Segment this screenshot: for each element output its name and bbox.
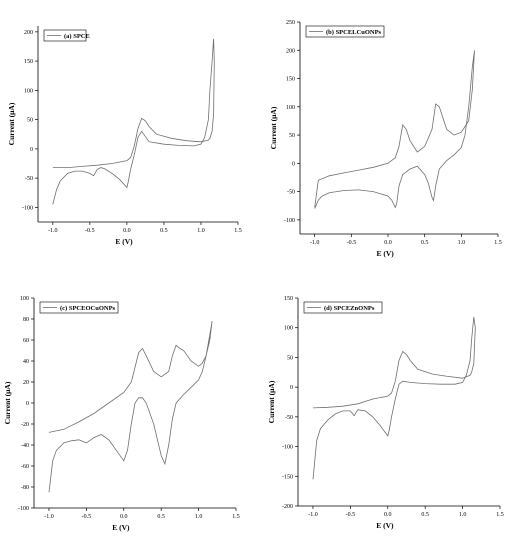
x-tick-label: 1.0: [195, 514, 203, 520]
y-tick-label: 0: [30, 147, 33, 153]
x-axis-label: E (V): [115, 237, 133, 246]
legend-label: (a) SPCE: [64, 33, 90, 40]
x-tick-label: 1.5: [232, 514, 240, 520]
x-tick-label: 0.5: [421, 512, 429, 518]
x-tick-label: -0.5: [347, 240, 357, 246]
x-tick-label: 0.0: [384, 512, 392, 518]
y-tick-label: -50: [285, 415, 293, 421]
y-tick-label: -100: [284, 218, 295, 224]
x-tick-label: 0.0: [120, 514, 128, 520]
y-tick-label: 20: [23, 380, 29, 386]
x-tick-label: -0.5: [82, 514, 92, 520]
y-axis-label: Current (μA): [267, 380, 276, 423]
chart-panel-1: -1.0 -0.5 0.0 0.5 1.0 1.5 -100 -50 0 50 100 150 200 E…: [7, 26, 242, 246]
y-tick-label: 200: [286, 48, 295, 54]
y-tick-label: -20: [21, 422, 29, 428]
legend: (c) SPCEOCuONPs: [39, 301, 119, 314]
y-tick-label: -40: [21, 443, 29, 449]
x-tick-label: 0.5: [421, 240, 429, 246]
x-tick-label: 1.0: [459, 512, 467, 518]
y-tick-label: 50: [27, 118, 33, 124]
x-tick-label: -1.0: [48, 228, 58, 234]
legend-label: (d) SPCEZnONPs: [324, 305, 375, 312]
legend-box: [43, 29, 87, 42]
y-tick-label: 100: [20, 296, 29, 302]
y-tick-label: -50: [25, 176, 33, 182]
y-tick-label: 40: [23, 359, 29, 365]
cv-curve: [312, 316, 476, 480]
x-tick-label: 1.5: [494, 240, 502, 246]
cv-curve: [314, 50, 475, 209]
x-axis-label: E (V): [376, 521, 394, 530]
y-tick-label: 0: [292, 161, 295, 167]
x-tick-label: -0.5: [85, 228, 95, 234]
x-axis-label: E (V): [112, 523, 130, 532]
y-axis-label: Current (μA): [269, 106, 278, 149]
cv-curve: [52, 38, 215, 205]
y-axis-label: Current (μA): [3, 381, 12, 424]
legend: (a) SPCE: [43, 29, 90, 42]
y-tick-label: -150: [282, 474, 293, 480]
chart-panel-2: -1.0 -0.5 0.0 0.5 1.0 1.5 -100 -50 0 50 100 150 200 2…: [269, 20, 502, 258]
y-tick-label: 80: [23, 317, 29, 323]
x-axis-label: E (V): [376, 249, 394, 258]
y-tick-label: 60: [23, 338, 29, 344]
y-tick-label: 100: [284, 326, 293, 332]
y-tick-label: -50: [287, 190, 295, 196]
legend-box: [39, 301, 119, 314]
x-tick-label: -0.5: [346, 512, 356, 518]
x-tick-label: 1.0: [458, 240, 466, 246]
y-tick-label: 150: [286, 77, 295, 83]
y-tick-label: 250: [286, 20, 295, 26]
legend-label: (c) SPCEOCuONPs: [60, 305, 116, 312]
x-tick-label: -1.0: [310, 240, 320, 246]
legend-box: [305, 25, 385, 38]
x-tick-label: 1.0: [197, 228, 205, 234]
legend-box: [303, 301, 383, 314]
x-tick-label: 1.5: [234, 228, 242, 234]
y-tick-label: 50: [289, 133, 295, 139]
legend: (d) SPCEZnONPs: [303, 301, 383, 314]
x-tick-label: 0.5: [160, 228, 168, 234]
x-tick-label: 0.5: [157, 514, 165, 520]
y-tick-label: -80: [21, 485, 29, 491]
legend: (b) SPCELCuONPs: [305, 25, 385, 38]
x-tick-label: -1.0: [308, 512, 318, 518]
y-tick-label: -100: [282, 445, 293, 451]
legend-label: (b) SPCELCuONPs: [326, 29, 382, 36]
y-tick-label: 200: [24, 30, 33, 36]
y-tick-label: 150: [284, 296, 293, 302]
x-tick-label: 0.0: [384, 240, 392, 246]
y-tick-label: 150: [24, 59, 33, 65]
y-tick-label: 50: [287, 355, 293, 361]
y-tick-label: -60: [21, 464, 29, 470]
x-tick-label: -1.0: [44, 514, 54, 520]
y-tick-label: -100: [18, 506, 29, 512]
y-tick-label: 0: [26, 401, 29, 407]
y-axis-label: Current (μA): [7, 102, 16, 145]
x-tick-label: 0.0: [123, 228, 131, 234]
y-tick-label: 100: [286, 105, 295, 111]
cv-curve: [48, 321, 213, 493]
y-tick-label: 0: [290, 385, 293, 391]
x-tick-label: 1.5: [496, 512, 504, 518]
y-tick-label: -100: [22, 205, 33, 211]
y-tick-label: -200: [282, 504, 293, 510]
chart-panel-4: -1.0 -0.5 0.0 0.5 1.0 1.5 -200 -150 -100 -50 0 50 10…: [267, 296, 504, 530]
chart-panel-3: -1.0 -0.5 0.0 0.5 1.0 1.5 -100 -80 -60 -40 -20 0 20 4…: [3, 296, 240, 532]
y-tick-label: 100: [24, 88, 33, 94]
